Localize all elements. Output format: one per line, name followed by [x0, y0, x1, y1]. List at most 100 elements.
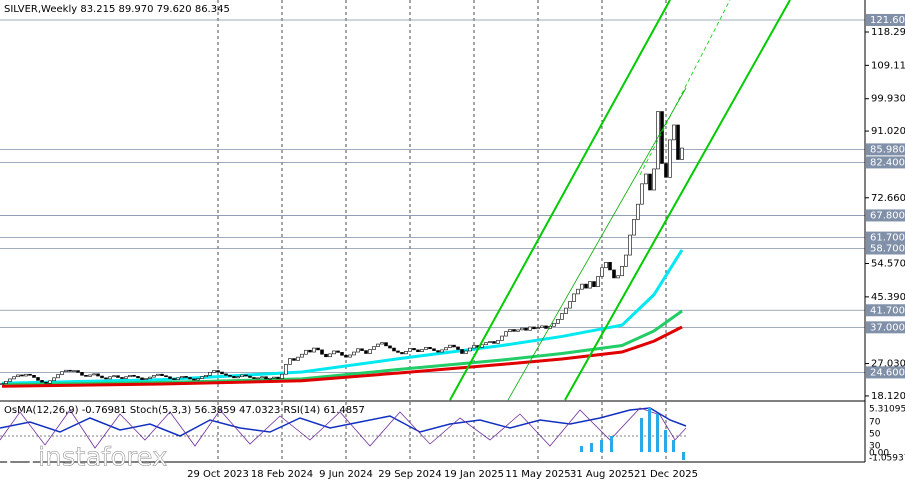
moving-average — [1, 309, 683, 387]
stoch-line — [0, 407, 687, 449]
y-tick-label: 45.390 — [871, 292, 905, 303]
channel-mid — [507, 87, 687, 401]
candle — [148, 376, 152, 379]
candle — [528, 326, 532, 331]
candle — [212, 370, 216, 373]
candle — [520, 327, 524, 331]
watermark-tagline: Instant Forex Trading — [38, 471, 143, 482]
candle — [516, 329, 520, 332]
candle — [580, 283, 584, 290]
candle — [676, 124, 680, 160]
candle — [424, 347, 428, 350]
candle — [664, 163, 668, 178]
candle — [52, 377, 56, 382]
channels — [449, 0, 791, 401]
candle — [12, 376, 16, 380]
candle — [392, 347, 396, 352]
candle — [420, 349, 424, 352]
candle — [108, 376, 112, 380]
candle — [264, 376, 268, 380]
candle — [188, 377, 192, 380]
candle — [272, 376, 276, 379]
level-label-bg — [866, 366, 905, 379]
candle — [8, 378, 12, 382]
x-tick-label: 21 Dec 2025 — [634, 469, 698, 480]
candle — [136, 376, 140, 379]
candle — [396, 350, 400, 353]
candle — [216, 370, 220, 373]
level-label-bg — [866, 13, 905, 26]
x-tick-label: 29 Sep 2024 — [378, 469, 441, 480]
candle — [248, 375, 252, 378]
candle — [348, 354, 352, 358]
y-tick-label: 27.030 — [871, 359, 905, 370]
candle — [376, 343, 380, 347]
candle — [180, 376, 184, 379]
candle — [304, 349, 308, 355]
candle — [628, 234, 632, 256]
channel-line — [564, 0, 791, 401]
candle — [364, 350, 368, 354]
level-label: 41.700 — [870, 305, 905, 316]
candle — [652, 168, 656, 191]
y-tick-label: 18.120 — [871, 391, 905, 402]
candle — [24, 373, 28, 377]
candle — [88, 374, 92, 377]
indicator-scale-label: 70 — [869, 418, 881, 428]
candle — [544, 325, 548, 329]
candle — [76, 370, 80, 373]
y-tick-label: 99.930 — [871, 94, 905, 105]
candle — [172, 378, 176, 380]
candle — [508, 329, 512, 332]
candle — [436, 350, 440, 353]
indicator-lines — [0, 407, 687, 449]
candle — [28, 373, 32, 376]
indicator-scale-label: 0.00 — [869, 449, 889, 459]
candle — [400, 352, 404, 355]
candle — [680, 147, 684, 160]
candle — [300, 353, 304, 358]
candle — [608, 262, 612, 271]
level-label-bg — [866, 156, 905, 169]
moving-average — [1, 249, 684, 385]
candle — [116, 375, 120, 378]
candle — [564, 307, 568, 314]
y-tick-label: 109.110 — [871, 60, 905, 71]
candle — [512, 329, 516, 332]
candle — [584, 283, 588, 289]
candle — [340, 352, 344, 356]
candle — [388, 345, 392, 349]
level-label: 121.600 — [870, 15, 905, 26]
candle — [20, 374, 24, 377]
candle — [224, 373, 228, 376]
channel-line — [449, 0, 671, 401]
candle — [92, 373, 96, 376]
candle — [320, 349, 324, 355]
candle — [200, 376, 204, 379]
candle — [204, 374, 208, 378]
watermark-logo — [6, 444, 34, 472]
level-label: 37.000 — [870, 322, 905, 333]
candle — [164, 375, 168, 378]
candle — [120, 377, 124, 379]
level-label: 82.400 — [870, 157, 905, 168]
candle — [240, 374, 244, 378]
candle — [456, 346, 460, 350]
watermark-brand: instaforex — [38, 443, 167, 473]
indicator-scale-label: 50 — [869, 430, 881, 440]
candle — [636, 203, 640, 220]
indicator-scale-label: 5.31095 — [869, 405, 905, 415]
candle — [220, 371, 224, 375]
candle — [296, 356, 300, 361]
candle — [160, 373, 164, 376]
candle — [4, 381, 8, 384]
candle — [404, 351, 408, 355]
y-tick-label: 54.570 — [871, 259, 905, 270]
candle — [72, 370, 76, 372]
candle — [576, 288, 580, 295]
candle — [504, 331, 508, 337]
candle — [208, 372, 212, 376]
plot-area — [0, 0, 865, 462]
candle — [432, 348, 436, 351]
candle — [328, 353, 332, 358]
